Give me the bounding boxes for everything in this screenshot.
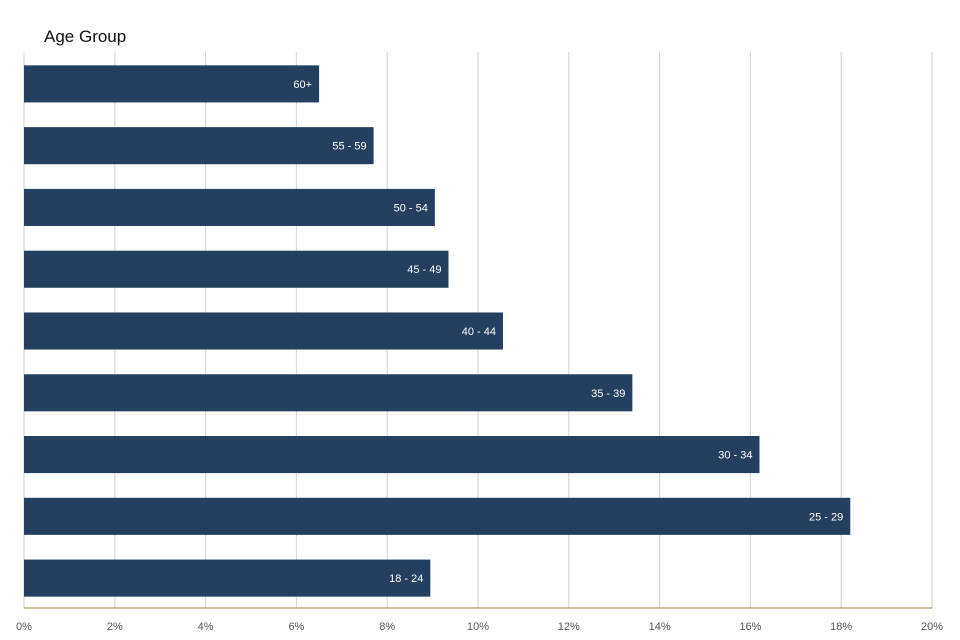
x-tick-label: 2% — [107, 621, 123, 633]
bar — [24, 559, 431, 597]
bar-category-label: 30 - 34 — [718, 450, 752, 462]
x-tick-label: 0% — [16, 621, 32, 633]
x-tick-label: 14% — [649, 621, 671, 633]
x-axis: 0% 2% 4% 6% 8% 10% 12% 14% 16% 18% 20% — [16, 607, 943, 633]
x-tick-label: 12% — [558, 621, 580, 633]
bar — [24, 65, 320, 103]
bars: 60+ 55 - 59 50 - 54 45 - 49 40 - 44 35 - 39 30… — [24, 65, 851, 597]
bar-category-label: 50 - 54 — [394, 202, 428, 214]
x-tick-label: 18% — [830, 621, 852, 633]
x-tick-label: 20% — [921, 621, 943, 633]
bar-category-label: 35 - 39 — [591, 388, 625, 400]
x-tick-label: 6% — [288, 621, 304, 633]
x-tick-label: 4% — [198, 621, 214, 633]
bar — [24, 188, 435, 226]
x-tick-label: 16% — [739, 621, 761, 633]
bar-category-label: 25 - 29 — [809, 511, 843, 523]
bar — [24, 497, 851, 535]
x-tick-label: 10% — [467, 621, 489, 633]
bar — [24, 250, 449, 288]
chart-title: Age Group — [44, 27, 126, 46]
bar — [24, 374, 633, 412]
bar-category-label: 55 - 59 — [332, 141, 366, 153]
bar-category-label: 18 - 24 — [389, 573, 423, 585]
bar — [24, 312, 503, 350]
bar-category-label: 40 - 44 — [462, 326, 496, 338]
bar — [24, 436, 760, 474]
bar-category-label: 60+ — [293, 79, 312, 91]
x-tick-label: 8% — [379, 621, 395, 633]
bar-category-label: 45 - 49 — [407, 264, 441, 276]
bar — [24, 127, 374, 165]
